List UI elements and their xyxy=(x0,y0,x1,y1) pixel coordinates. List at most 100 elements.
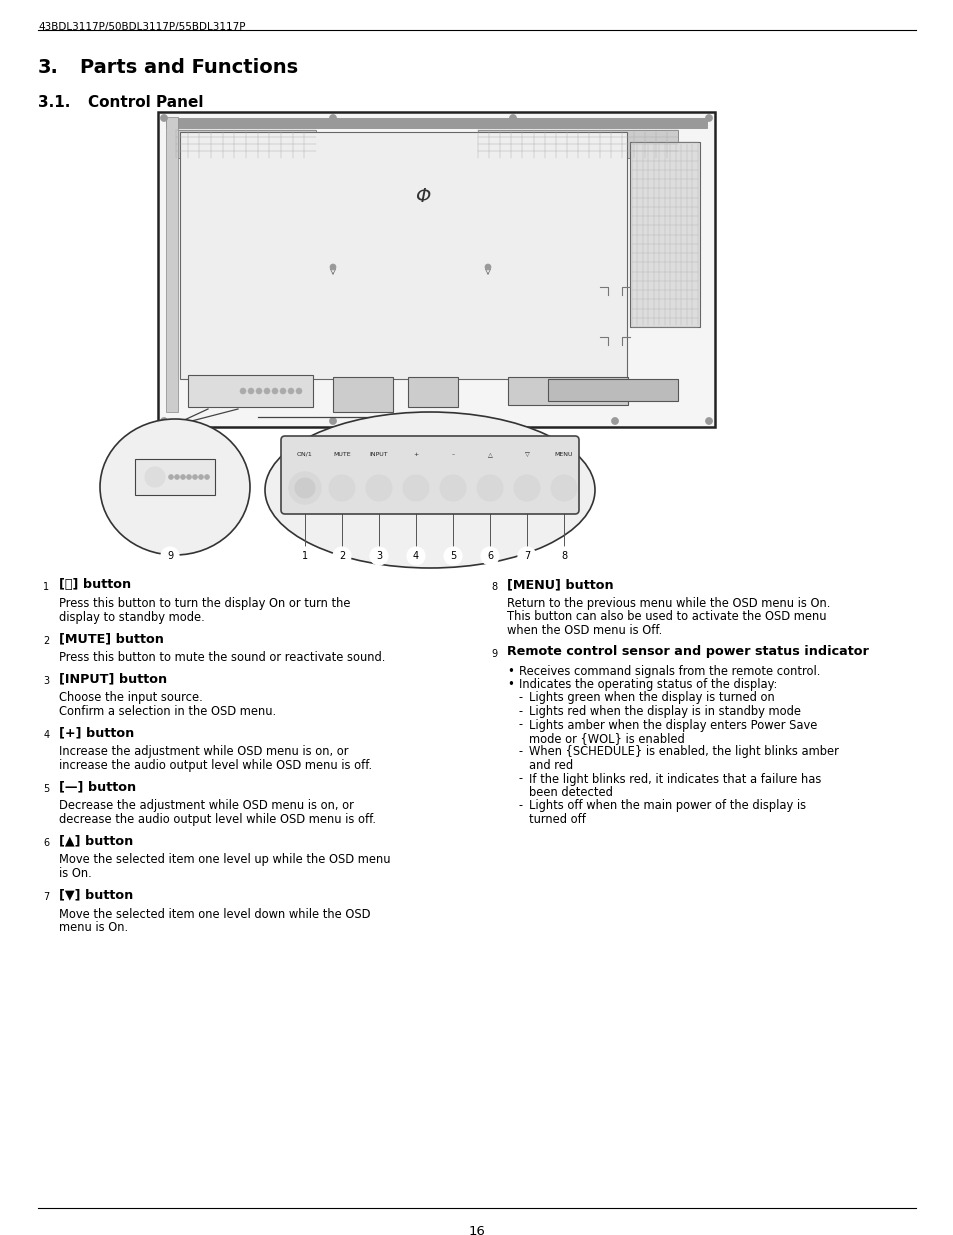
Text: MENU: MENU xyxy=(554,452,573,457)
Text: When {SCHEDULE} is enabled, the light blinks amber: When {SCHEDULE} is enabled, the light bl… xyxy=(529,746,838,758)
Text: 2: 2 xyxy=(338,551,345,561)
Text: menu is On.: menu is On. xyxy=(59,921,128,934)
FancyBboxPatch shape xyxy=(281,436,578,514)
Text: 3: 3 xyxy=(375,551,381,561)
Circle shape xyxy=(366,475,392,501)
Circle shape xyxy=(186,474,192,479)
Circle shape xyxy=(509,115,516,121)
Circle shape xyxy=(174,474,179,479)
Text: Remote control sensor and power status indicator: Remote control sensor and power status i… xyxy=(506,646,868,658)
Text: Move the selected item one level down while the OSD: Move the selected item one level down wh… xyxy=(59,908,370,920)
Circle shape xyxy=(484,264,491,270)
Text: -: - xyxy=(518,692,522,704)
Bar xyxy=(158,112,714,427)
Circle shape xyxy=(255,388,262,394)
Circle shape xyxy=(160,115,168,121)
Text: Parts and Functions: Parts and Functions xyxy=(80,58,297,77)
Circle shape xyxy=(161,547,179,564)
Circle shape xyxy=(38,578,55,595)
Text: Lights amber when the display enters Power Save: Lights amber when the display enters Pow… xyxy=(529,719,817,731)
Bar xyxy=(629,142,700,327)
Text: This button can also be used to activate the OSD menu: This button can also be used to activate… xyxy=(506,610,825,624)
Text: 9: 9 xyxy=(167,551,172,561)
Text: 8: 8 xyxy=(491,582,497,592)
Text: decrease the audio output level while OSD menu is off.: decrease the audio output level while OS… xyxy=(59,813,375,826)
Text: 3.: 3. xyxy=(38,58,59,77)
Circle shape xyxy=(476,475,502,501)
Text: -: - xyxy=(518,746,522,758)
Text: 5: 5 xyxy=(450,551,456,561)
Text: [MUTE] button: [MUTE] button xyxy=(59,632,164,645)
Circle shape xyxy=(38,632,55,650)
Circle shape xyxy=(295,388,302,394)
Circle shape xyxy=(240,388,246,394)
Text: Choose the input source.: Choose the input source. xyxy=(59,692,203,704)
Bar xyxy=(507,377,627,405)
Text: 2: 2 xyxy=(43,636,50,646)
Text: 4: 4 xyxy=(413,551,418,561)
Circle shape xyxy=(329,115,336,121)
Circle shape xyxy=(272,388,277,394)
Circle shape xyxy=(485,578,502,595)
Text: 8: 8 xyxy=(560,551,566,561)
Circle shape xyxy=(160,417,168,425)
Text: ▽: ▽ xyxy=(524,452,529,457)
Circle shape xyxy=(402,475,429,501)
Circle shape xyxy=(38,835,55,851)
Circle shape xyxy=(38,888,55,905)
Text: 3.1.: 3.1. xyxy=(38,95,71,110)
Text: 5: 5 xyxy=(43,784,50,794)
Circle shape xyxy=(288,388,294,394)
Text: when the OSD menu is Off.: when the OSD menu is Off. xyxy=(506,624,661,637)
Text: [⏻] button: [⏻] button xyxy=(59,578,131,592)
Bar xyxy=(166,119,706,128)
Circle shape xyxy=(517,547,536,564)
Bar xyxy=(180,132,626,379)
Circle shape xyxy=(280,388,286,394)
Circle shape xyxy=(443,547,461,564)
Bar xyxy=(408,377,457,408)
Text: Confirm a selection in the OSD menu.: Confirm a selection in the OSD menu. xyxy=(59,705,275,718)
Text: -: - xyxy=(518,773,522,785)
Text: Lights off when the main power of the display is: Lights off when the main power of the di… xyxy=(529,799,805,813)
Circle shape xyxy=(555,547,573,564)
Text: 43BDL3117P/50BDL3117P/55BDL3117P: 43BDL3117P/50BDL3117P/55BDL3117P xyxy=(38,22,245,32)
Text: 9: 9 xyxy=(491,650,497,659)
Text: Lights red when the display is in standby mode: Lights red when the display is in standb… xyxy=(529,705,801,718)
Text: 7: 7 xyxy=(523,551,530,561)
Text: 6: 6 xyxy=(486,551,493,561)
Text: –: – xyxy=(451,452,454,457)
Text: If the light blinks red, it indicates that a failure has: If the light blinks red, it indicates th… xyxy=(529,773,821,785)
Text: Increase the adjustment while OSD menu is on, or: Increase the adjustment while OSD menu i… xyxy=(59,746,348,758)
Circle shape xyxy=(295,547,314,564)
Text: Decrease the adjustment while OSD menu is on, or: Decrease the adjustment while OSD menu i… xyxy=(59,799,354,813)
Circle shape xyxy=(169,474,173,479)
Ellipse shape xyxy=(265,412,595,568)
Circle shape xyxy=(193,474,197,479)
Circle shape xyxy=(514,475,539,501)
Text: Press this button to mute the sound or reactivate sound.: Press this button to mute the sound or r… xyxy=(59,651,385,664)
Text: Lights green when the display is turned on: Lights green when the display is turned … xyxy=(529,692,774,704)
Text: 7: 7 xyxy=(43,892,50,902)
Text: •: • xyxy=(506,664,514,678)
Circle shape xyxy=(38,726,55,743)
Bar xyxy=(333,377,393,412)
Text: [▲] button: [▲] button xyxy=(59,835,133,847)
Circle shape xyxy=(705,115,712,121)
Text: [—] button: [—] button xyxy=(59,781,136,794)
Circle shape xyxy=(38,673,55,689)
Text: Receives command signals from the remote control.: Receives command signals from the remote… xyxy=(518,664,820,678)
Text: [INPUT] button: [INPUT] button xyxy=(59,673,167,685)
Text: -: - xyxy=(518,719,522,731)
Circle shape xyxy=(551,475,577,501)
Text: and red: and red xyxy=(529,760,573,772)
Text: Indicates the operating status of the display:: Indicates the operating status of the di… xyxy=(518,678,777,692)
Text: Φ: Φ xyxy=(415,188,430,206)
Text: MUTE: MUTE xyxy=(333,452,351,457)
Bar xyxy=(547,379,678,401)
Bar xyxy=(166,117,178,412)
Text: 6: 6 xyxy=(44,839,50,848)
Text: [MENU] button: [MENU] button xyxy=(506,578,613,592)
Circle shape xyxy=(248,388,253,394)
Text: turned off: turned off xyxy=(529,813,585,826)
